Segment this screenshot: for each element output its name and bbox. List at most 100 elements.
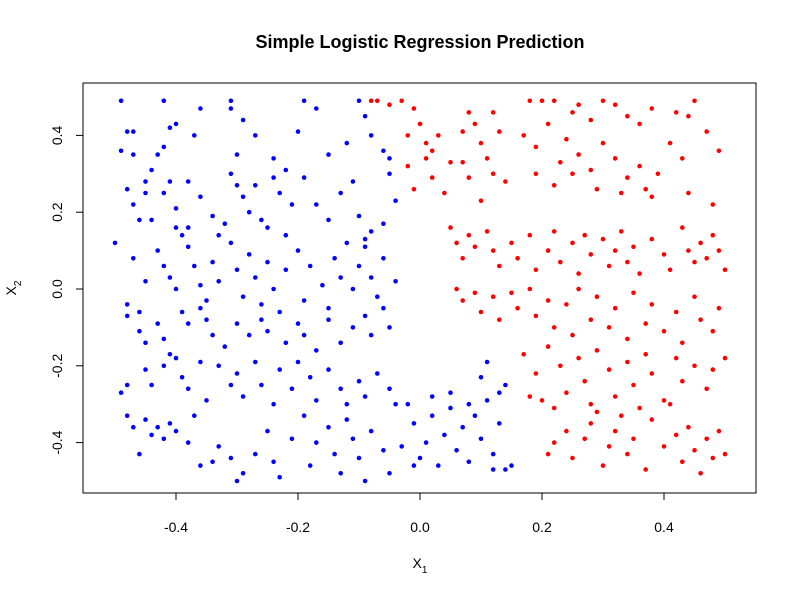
data-point	[436, 133, 441, 138]
data-point	[271, 401, 276, 407]
data-point	[307, 263, 313, 269]
data-point	[558, 363, 563, 369]
data-point	[423, 140, 429, 146]
data-point	[582, 232, 587, 238]
data-point	[314, 202, 319, 207]
data-point	[387, 171, 392, 177]
data-point	[625, 451, 630, 457]
data-point	[240, 394, 246, 399]
y-tick-label: -0.4	[49, 430, 65, 454]
data-point	[179, 232, 185, 238]
data-point	[612, 428, 618, 434]
data-point	[259, 317, 264, 323]
data-point	[167, 352, 173, 357]
data-point	[283, 340, 289, 346]
y-axis: -0.4 -0.2 0.0 0.2 0.4	[49, 125, 84, 455]
data-point	[490, 467, 496, 472]
data-point	[356, 378, 362, 384]
data-point	[326, 317, 331, 323]
data-point	[198, 463, 203, 468]
data-points	[112, 98, 728, 484]
data-point	[576, 286, 581, 292]
data-point	[161, 190, 167, 196]
data-point	[228, 455, 234, 461]
data-point	[411, 421, 417, 426]
data-point	[460, 298, 466, 303]
data-point	[161, 144, 167, 150]
data-point	[350, 179, 356, 184]
data-point	[606, 325, 612, 330]
data-point	[442, 432, 447, 438]
data-point	[405, 163, 411, 169]
data-point	[173, 206, 179, 211]
data-point	[240, 294, 246, 300]
data-point	[570, 110, 575, 115]
data-point	[454, 286, 459, 292]
data-point	[497, 390, 502, 396]
data-point	[399, 444, 405, 449]
data-point	[350, 436, 356, 442]
data-point	[210, 332, 215, 338]
data-point	[131, 202, 136, 207]
data-point	[594, 348, 600, 353]
data-point	[509, 463, 514, 468]
data-point	[307, 463, 313, 468]
data-point	[716, 305, 722, 311]
data-point	[576, 152, 581, 157]
data-point	[368, 229, 374, 234]
data-point	[710, 202, 716, 207]
data-point	[137, 451, 142, 457]
data-point	[240, 117, 246, 123]
data-point	[637, 163, 642, 169]
data-point	[124, 186, 130, 192]
data-point	[124, 302, 130, 307]
data-point	[259, 302, 264, 307]
data-point	[155, 321, 160, 326]
data-point	[625, 259, 630, 265]
data-point	[448, 390, 453, 396]
data-point	[222, 344, 228, 349]
data-point	[722, 451, 728, 457]
data-point	[545, 298, 551, 303]
data-point	[301, 98, 307, 104]
data-point	[588, 401, 594, 407]
data-point	[588, 252, 594, 257]
data-point	[661, 398, 667, 403]
data-point	[240, 194, 246, 200]
data-point	[564, 136, 569, 142]
data-point	[362, 113, 368, 119]
data-point	[686, 190, 691, 196]
data-point	[588, 167, 594, 173]
data-point	[484, 398, 490, 403]
data-point	[124, 129, 130, 134]
data-point	[649, 194, 655, 200]
data-point	[149, 167, 154, 173]
data-point	[661, 444, 667, 449]
data-point	[253, 183, 258, 188]
data-point	[606, 367, 612, 372]
data-point	[637, 405, 642, 411]
data-point	[460, 424, 466, 430]
data-point	[673, 355, 679, 361]
data-point	[265, 428, 270, 434]
data-point	[240, 471, 246, 476]
data-point	[204, 298, 209, 303]
data-point	[478, 198, 484, 203]
data-point	[533, 267, 539, 273]
data-point	[661, 328, 667, 334]
data-point	[387, 325, 392, 330]
data-point	[539, 98, 545, 104]
data-point	[143, 179, 148, 184]
data-point	[124, 413, 130, 419]
y-tick-label: -0.2	[49, 354, 65, 378]
data-point	[637, 121, 642, 127]
data-point	[588, 317, 594, 323]
data-point	[673, 432, 679, 438]
data-point	[350, 325, 356, 330]
data-point	[588, 117, 594, 123]
data-point	[155, 424, 160, 430]
data-point	[551, 183, 557, 188]
x-tick-label: -0.2	[286, 519, 310, 535]
data-point	[484, 359, 490, 365]
data-point	[173, 121, 179, 127]
